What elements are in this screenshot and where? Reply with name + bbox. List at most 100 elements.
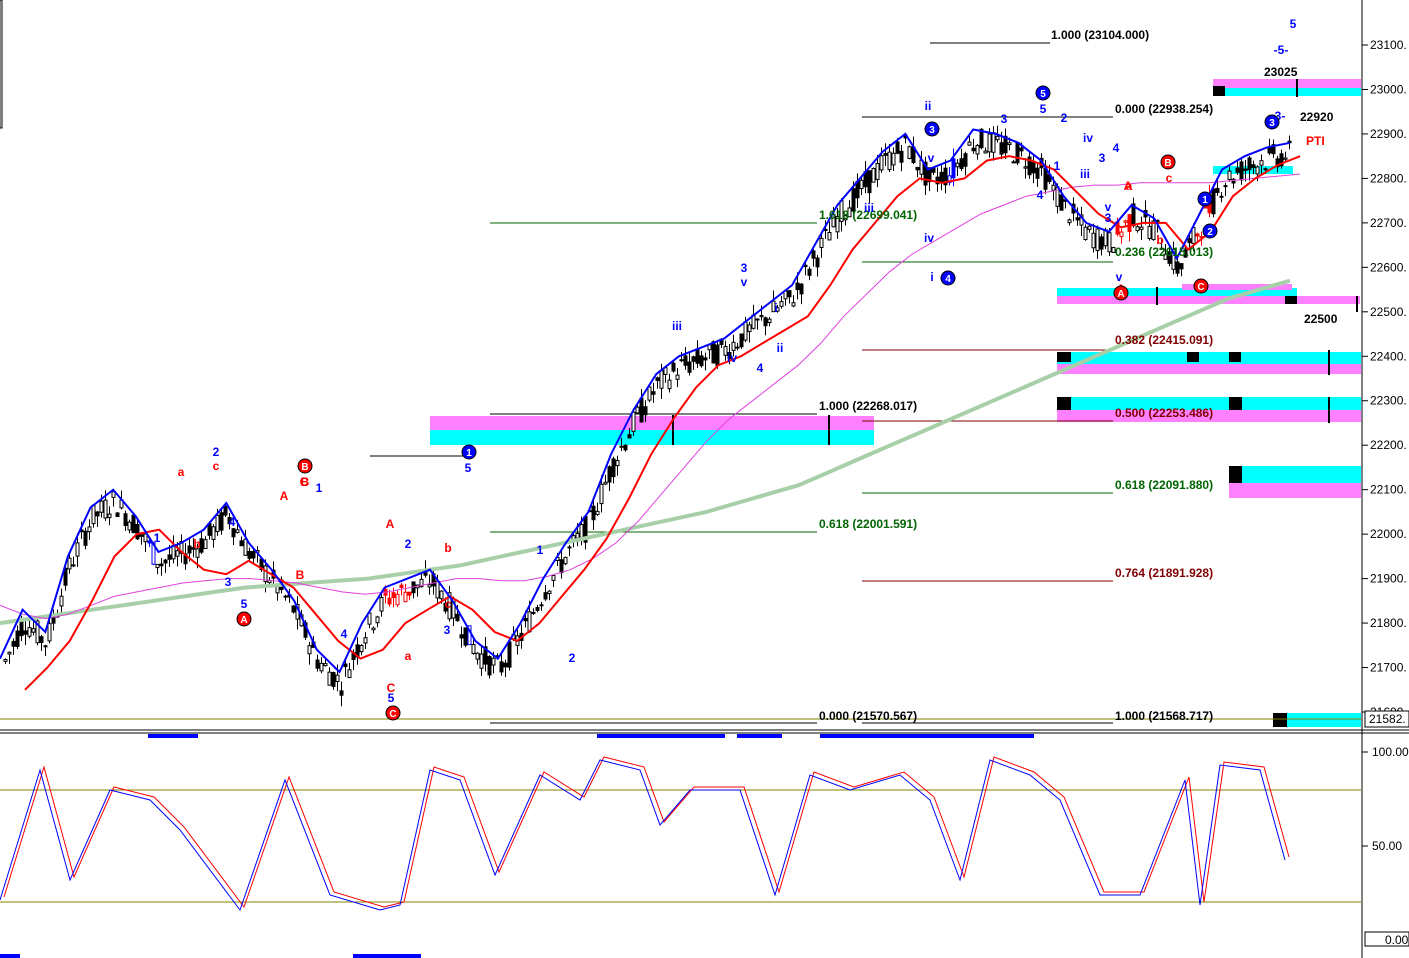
stochastic-slow-line <box>3 756 1290 909</box>
wave-circle <box>1193 278 1209 294</box>
stoch-axis-label: 50.00 <box>1372 839 1402 853</box>
candle-body <box>347 669 352 678</box>
price-axis-label: 22000. <box>1370 527 1407 541</box>
price-axis-label: 22700. <box>1370 216 1407 230</box>
price-label: PTI <box>1306 134 1325 148</box>
wave-label-red: B <box>301 475 310 489</box>
wave-label-blue: 3 <box>741 261 748 275</box>
candle-body <box>999 142 1004 155</box>
wave-label-blue: 4 <box>1113 141 1120 155</box>
candle-body <box>963 153 968 167</box>
candle-body <box>459 634 464 639</box>
candle-body <box>439 590 444 600</box>
candle-body <box>483 646 488 665</box>
wave-label-blue: v <box>928 151 935 165</box>
candle-body <box>679 359 684 362</box>
candle-body <box>875 162 880 180</box>
wave-circle <box>1202 223 1218 239</box>
candle-body <box>1247 157 1252 171</box>
stoch-bottom-marker-2 <box>353 954 421 958</box>
zone-marker <box>1057 352 1071 362</box>
candle-body <box>115 512 120 517</box>
candle-body <box>959 158 964 169</box>
cyan-zone <box>430 430 874 445</box>
candle-body <box>419 578 424 588</box>
candle-body <box>727 351 732 360</box>
candle-body <box>595 510 600 515</box>
candle-body <box>1227 170 1232 180</box>
candle-body <box>1215 187 1220 193</box>
candle-body <box>35 620 40 644</box>
candle-body <box>1067 219 1072 224</box>
wave-label-red: A <box>386 517 395 531</box>
candle-body <box>1003 135 1008 154</box>
wave-label-blue: 3 <box>1001 112 1008 126</box>
wave-label-blue: iv <box>924 231 934 245</box>
candle-body <box>603 481 608 485</box>
candle-body <box>1095 228 1100 252</box>
candle-body <box>107 513 112 519</box>
candle-body <box>323 663 328 667</box>
candle-body <box>1283 157 1288 160</box>
candle-body <box>1127 214 1132 233</box>
circled-wave-label: C <box>389 709 396 720</box>
candle-body <box>1035 167 1040 179</box>
wave-label-blue: i <box>930 270 933 284</box>
wave-circle <box>1113 285 1129 301</box>
candle-body <box>399 584 404 588</box>
wave-label-red: a <box>405 649 412 663</box>
candle-body <box>1011 161 1016 164</box>
zone-marker <box>1187 352 1199 362</box>
candle-body <box>1139 226 1144 230</box>
candle-body <box>891 152 896 166</box>
candle-body <box>523 617 528 622</box>
candle-body <box>979 128 984 149</box>
candle-body <box>1007 142 1012 146</box>
candle-body <box>847 207 852 218</box>
candle-body <box>1023 166 1028 169</box>
candle-body <box>635 406 640 414</box>
candle-body <box>51 617 56 624</box>
candle-body <box>235 529 240 533</box>
candle-body <box>755 318 760 321</box>
wave-label-blue: iv <box>1083 131 1093 145</box>
candle-body <box>1239 161 1244 181</box>
candle-body <box>683 355 688 366</box>
candle-body <box>31 628 36 633</box>
wave-circle <box>297 458 313 474</box>
candle-body <box>1271 144 1276 155</box>
candle-body <box>955 162 960 168</box>
candle-body <box>843 215 848 221</box>
candle-body <box>507 641 512 668</box>
stoch-axis-label: 100.00 <box>1372 745 1409 759</box>
candle-body <box>203 539 208 549</box>
candle-body <box>987 133 992 153</box>
candle-body <box>631 411 636 432</box>
candle-body <box>187 545 192 554</box>
candle-body <box>167 554 172 560</box>
fib-label: 0.618 (22001.591) <box>819 517 917 531</box>
candle-body <box>95 511 100 517</box>
price-axis-label: 22100. <box>1370 483 1407 497</box>
circled-wave-label: 1 <box>1202 195 1208 206</box>
candle-body <box>1083 226 1088 241</box>
fib-label: 0.382 (22415.091) <box>1115 333 1213 347</box>
price-axis-label: 22900. <box>1370 127 1407 141</box>
candle-body <box>1099 236 1104 250</box>
cyan-zone <box>1229 466 1361 483</box>
support-resistance-zones <box>430 79 1361 727</box>
wave-label-blue: 1 <box>537 543 544 557</box>
fib-label: 1.000 (23104.000) <box>1051 28 1149 42</box>
wave-label-blue: 3 <box>444 623 451 637</box>
candle-body <box>811 250 816 259</box>
candle-body <box>767 318 772 324</box>
candle-body <box>923 161 928 186</box>
wave-circle <box>236 611 252 627</box>
price-axis-label: 22400. <box>1370 349 1407 363</box>
cyan-zone <box>1057 352 1361 364</box>
candle-body <box>1119 231 1124 238</box>
candle-body <box>675 374 680 380</box>
candle-body <box>879 155 884 171</box>
candle-body <box>307 645 312 655</box>
candle-body <box>715 344 720 367</box>
